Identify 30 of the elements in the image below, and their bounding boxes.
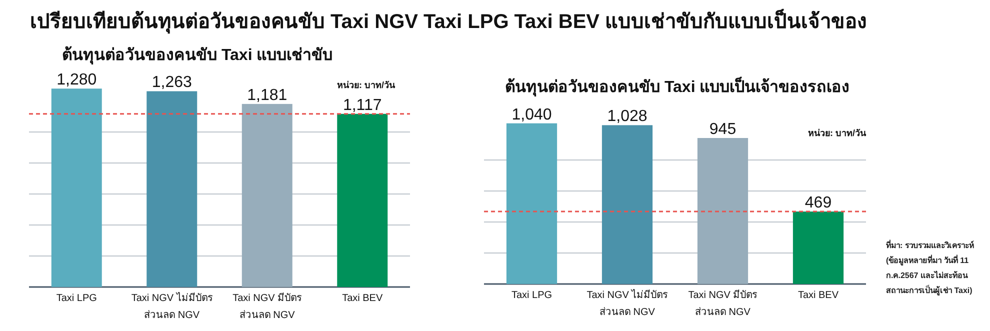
- annotation: หน่วย: บาท/วัน: [808, 128, 867, 138]
- x-tick-label: Taxi LPG: [511, 290, 552, 301]
- x-tick-label: Taxi NGV มีบัตร ส่วนลด NGV: [688, 289, 758, 318]
- chart-subtitle: ต้นทุนต่อวันของคนขับ Taxi แบบเช่าขับ: [62, 46, 333, 65]
- x-tick-label: Taxi NGV มีบัตร ส่วนลด NGV: [232, 292, 303, 321]
- bar: [242, 104, 292, 287]
- data-label: 1,028: [607, 108, 648, 126]
- bar: [51, 88, 102, 287]
- bar: [337, 114, 388, 287]
- bar: [602, 125, 653, 284]
- data-label: 1,040: [512, 106, 552, 124]
- data-label: 945: [709, 120, 736, 138]
- chart-title: ต้นทุนต่อวันของคนขับ Taxi แบบเป็นเจ้าของรถเอง: [505, 75, 850, 97]
- x-tick-label: Taxi NGV ไม่มีบัตร ส่วนลด NGV: [131, 292, 214, 321]
- x-tick-label: Taxi BEV: [342, 293, 383, 304]
- x-tick-label: Taxi NGV ไม่มีบัตร ส่วนลด NGV: [586, 289, 669, 318]
- data-label: 469: [804, 194, 832, 212]
- annotation: หน่วย: บาท/วัน: [337, 80, 396, 90]
- bar: [792, 212, 844, 284]
- x-tick-label: Taxi LPG: [56, 293, 98, 304]
- data-label: 1,181: [247, 86, 288, 104]
- bar: [697, 138, 748, 284]
- text: ที่มา: รวบรวมและวิเคราะห์ (ข้อมูลหลายที่มา วันที่ 11 ก.ค.2567 และไม่สะท้อนสถานะการเป็นผู้เช่า Taxi): [886, 238, 975, 298]
- bar: [146, 91, 198, 287]
- data-label: 1,280: [56, 72, 97, 89]
- data-label: 1,117: [342, 96, 382, 114]
- x-tick-label: Taxi BEV: [798, 290, 839, 301]
- bar: [506, 123, 558, 284]
- chart-title: เปรียบเทียบต้นทุนต่อวันของคนขับ Taxi NGV Taxi LPG Taxi BEV แบบเช่าขับกับแบบเป็นเจ้าของ: [30, 8, 868, 34]
- data-label: 1,263: [152, 74, 192, 92]
